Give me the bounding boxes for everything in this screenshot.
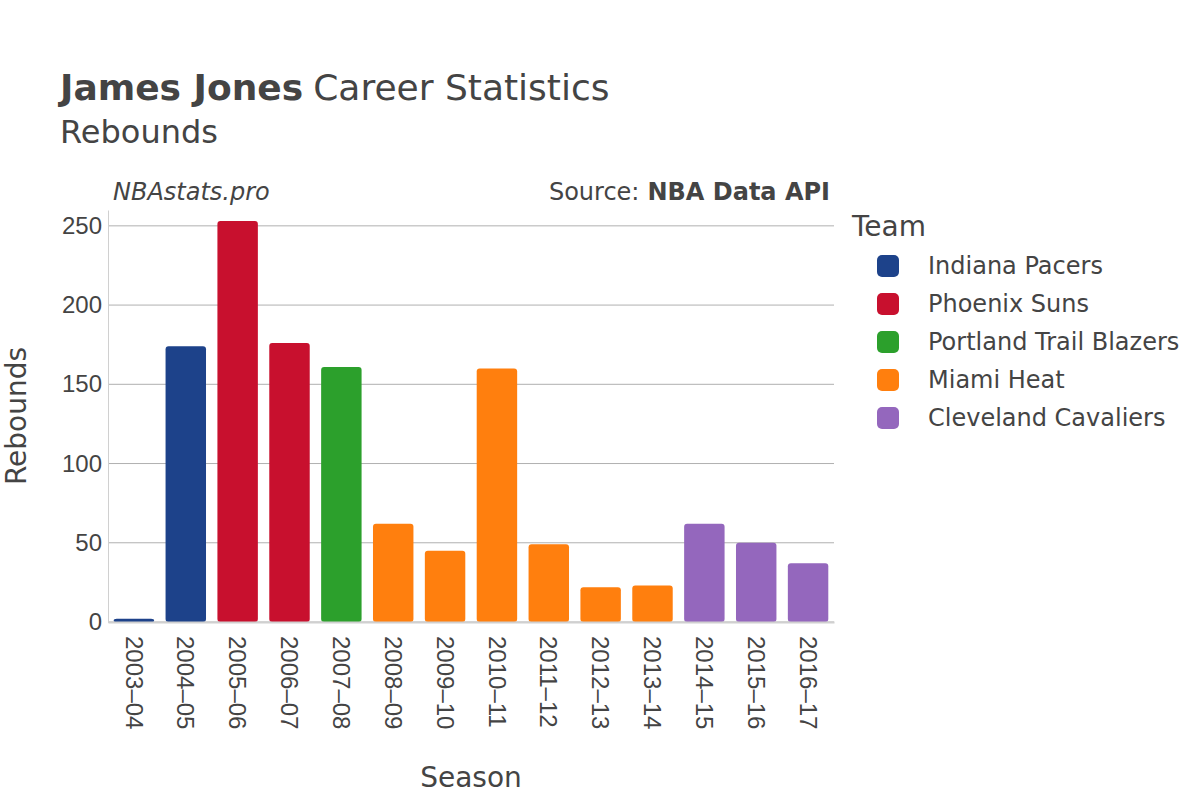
title-rest: Career Statistics [313, 67, 609, 108]
bars [114, 221, 829, 622]
y-tick-label: 0 [89, 608, 102, 635]
x-axis-line [109, 622, 835, 624]
x-tick: 2013–14 [639, 622, 666, 729]
x-tick-label: 2010–11 [484, 636, 511, 728]
y-tick: 50 [75, 529, 108, 556]
source-label: Source: [549, 178, 640, 206]
x-tick: 2008–09 [380, 622, 407, 729]
bar [321, 367, 361, 622]
y-axis: 0 50 100 150 200 250 [62, 211, 109, 636]
y-tick: 150 [62, 370, 108, 397]
x-tick-label: 2014–15 [691, 636, 718, 729]
x-axis-title: Season [420, 761, 522, 794]
x-tick-label: 2015–16 [743, 636, 770, 729]
x-tick: 2010–11 [484, 622, 511, 728]
legend-item: Portland Trail Blazers [877, 328, 1179, 356]
y-tick: 0 [89, 608, 108, 635]
legend-label: Phoenix Suns [928, 290, 1089, 318]
y-axis-line [108, 211, 109, 623]
x-tick: 2005–06 [224, 622, 251, 729]
bar [736, 543, 776, 622]
grid-line [108, 463, 834, 464]
subtitle: Rebounds [60, 113, 218, 151]
y-tick: 100 [62, 450, 108, 477]
x-tick: 2012–13 [587, 622, 614, 729]
grid-line [108, 542, 834, 543]
legend-title: Team [851, 210, 926, 243]
x-axis: 2003–04 2004–05 2005–06 2006–07 2007–08 2008–… [109, 622, 835, 729]
x-tick: 2009–10 [432, 622, 459, 729]
source: Source:NBA Data API [549, 178, 830, 206]
bar [788, 563, 828, 622]
bar [425, 551, 465, 622]
y-tick-label: 150 [62, 370, 102, 397]
y-tick: 200 [62, 291, 108, 318]
x-tick-label: 2009–10 [432, 636, 459, 729]
x-tick: 2003–04 [121, 622, 148, 729]
x-tick-label: 2003–04 [121, 636, 148, 729]
source-name: NBA Data API [647, 178, 830, 206]
x-tick-label: 2006–07 [276, 636, 303, 729]
x-tick-label: 2013–14 [639, 636, 666, 729]
x-tick-label: 2011–12 [535, 636, 562, 728]
bar [166, 346, 206, 622]
x-tick: 2007–08 [328, 622, 355, 729]
x-tick-label: 2016–17 [795, 636, 822, 729]
x-tick: 2016–17 [795, 622, 822, 729]
y-axis-title: Rebounds [0, 347, 33, 485]
x-tick: 2011–12 [535, 622, 562, 728]
x-tick: 2004–05 [172, 622, 199, 729]
y-tick-label: 250 [62, 212, 102, 239]
legend-label: Indiana Pacers [928, 252, 1103, 280]
legend-item: Miami Heat [877, 366, 1065, 394]
bar [684, 524, 724, 622]
y-tick-label: 100 [62, 450, 102, 477]
y-tick: 250 [62, 212, 108, 239]
bar [477, 368, 517, 622]
plot: 2003–04 2004–05 2005–06 2006–07 2007–08 2008–… [62, 211, 835, 730]
y-tick-label: 200 [62, 291, 102, 318]
title-bold: James Jones [57, 67, 303, 108]
legend-swatch [877, 255, 899, 277]
chart: James JonesCareer Statistics Rebounds NBAs… [0, 0, 1200, 800]
legend-swatch [877, 331, 899, 353]
x-tick-label: 2008–09 [380, 636, 407, 729]
bar [529, 544, 569, 622]
x-tick: 2015–16 [743, 622, 770, 729]
legend-label: Cleveland Cavaliers [928, 404, 1165, 432]
x-tick-label: 2012–13 [587, 636, 614, 729]
title: James JonesCareer Statistics [57, 67, 610, 108]
legend-item: Cleveland Cavaliers [877, 404, 1165, 432]
legend: TeamIndiana Pacers Phoenix Suns Portland T… [851, 210, 1179, 432]
x-tick: 2006–07 [276, 622, 303, 729]
legend-label: Portland Trail Blazers [928, 328, 1179, 356]
bar [580, 587, 620, 622]
bar [269, 343, 309, 622]
legend-swatch [877, 407, 899, 429]
grid-line [108, 622, 834, 623]
legend-label: Miami Heat [928, 366, 1065, 394]
bar [217, 221, 257, 622]
grid-line [108, 225, 834, 226]
legend-item: Phoenix Suns [877, 290, 1089, 318]
x-tick-label: 2005–06 [224, 636, 251, 729]
y-tick-label: 50 [75, 529, 102, 556]
x-tick: 2014–15 [691, 622, 718, 729]
legend-swatch [877, 369, 899, 391]
bar [373, 524, 413, 622]
legend-swatch [877, 293, 899, 315]
grid [108, 226, 834, 622]
grid-line [108, 305, 834, 306]
x-tick-label: 2004–05 [172, 636, 199, 729]
bar [632, 586, 672, 622]
x-tick-label: 2007–08 [328, 636, 355, 729]
grid-line [108, 384, 834, 385]
legend-item: Indiana Pacers [877, 252, 1103, 280]
annotation: NBAstats.pro [113, 178, 270, 206]
